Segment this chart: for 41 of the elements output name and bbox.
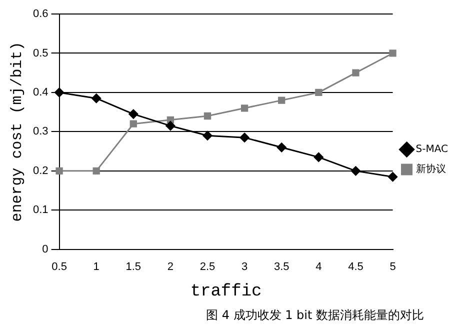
point [314, 152, 324, 162]
point [202, 130, 212, 140]
point [204, 112, 212, 120]
point [54, 88, 64, 98]
point [350, 166, 360, 176]
x-tick-label: 1 [93, 261, 100, 274]
x-tick-label: 3.5 [274, 261, 290, 274]
point [240, 104, 248, 112]
y-tick-label: 0.6 [32, 8, 48, 20]
x-tick-label: 0.5 [52, 261, 67, 274]
x-tick-label: 2 [167, 261, 174, 274]
y-tick-label: 0.5 [32, 47, 48, 60]
point [389, 50, 396, 57]
point [276, 142, 286, 152]
y-tick-label: 0.1 [32, 204, 48, 216]
point [92, 167, 100, 175]
y-axis-title: energy cost (mj/bit) [8, 42, 26, 222]
point [128, 109, 138, 119]
x-tick-label: 3 [241, 261, 248, 274]
y-tick-label: 0.4 [32, 86, 48, 98]
point [240, 132, 250, 142]
caption: 图 4 成功收发 1 bit 数据消耗能量的对比 [205, 307, 425, 324]
legend-label: S-MAC [416, 144, 448, 156]
x-tick-label: 5 [390, 261, 396, 274]
point [56, 167, 63, 175]
x-tick-label: 4.5 [348, 261, 364, 274]
point [388, 172, 398, 182]
point [166, 121, 176, 131]
point [352, 69, 360, 76]
y-tick-label: 0 [42, 243, 48, 256]
point [315, 88, 322, 96]
point [92, 94, 102, 104]
x-tick-label: 2.5 [200, 261, 216, 274]
y-tick-label: 0.3 [32, 126, 48, 138]
x-tick-label: 4 [316, 261, 322, 274]
legend-label: 新协议 [416, 163, 446, 176]
x-tick-label: 1.5 [126, 261, 142, 274]
point [278, 96, 286, 104]
x-axis-title: traffic [190, 282, 262, 302]
y-tick-label: 0.2 [32, 164, 48, 177]
point [130, 120, 137, 128]
